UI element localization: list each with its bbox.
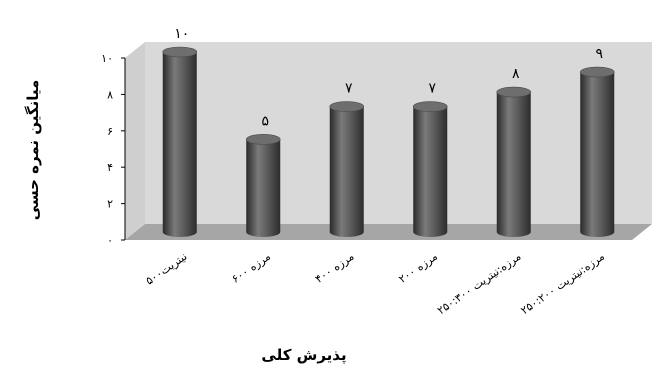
bar-top <box>579 66 615 78</box>
y-axis-title: میانگین نمره حسی <box>24 80 42 221</box>
data-label: ۵ <box>261 113 269 129</box>
category-label: مرزه ۴۰۰ <box>313 250 357 286</box>
bar-body <box>162 52 197 237</box>
y-ticks: ۰ ۲ ۴ ۶ ۸ ۱۰ <box>101 52 125 247</box>
category-label: مرزه ۲۰۰ <box>396 250 440 286</box>
data-label: ۷ <box>345 81 353 97</box>
y-tick-label: ۸ <box>107 88 113 101</box>
bar-body <box>413 106 448 237</box>
data-label: ۱۰ <box>174 26 189 42</box>
bar-top <box>412 101 448 112</box>
chart-floor <box>125 224 652 240</box>
category-labels: نیتریت۵۰۰ مرزه ۶۰۰ مرزه ۴۰۰ مرزه ۲۰۰مرزه:نی… <box>143 250 607 318</box>
category-label: مرزه:نیتریت ۲۵۰:۲۰۰ <box>518 250 607 318</box>
bar-top <box>496 86 532 98</box>
bar-top <box>329 101 365 112</box>
category-label: مرزه ۶۰۰ <box>229 250 273 286</box>
y-tick-label: ۶ <box>107 125 113 138</box>
data-label: ۷ <box>428 81 436 97</box>
bar-top <box>245 134 281 145</box>
bar-body <box>580 72 615 238</box>
category-label: مرزه:نیتریت ۲۵۰:۳۰۰ <box>435 250 524 318</box>
bar-body <box>246 139 281 237</box>
bar <box>579 66 615 238</box>
y-tick-label: ۰ <box>107 234 113 247</box>
data-label: ۸ <box>512 66 520 82</box>
y-tick-label: ۱۰ <box>101 52 113 65</box>
bar <box>162 46 198 237</box>
bar-body <box>496 92 531 237</box>
bar-body <box>329 106 364 237</box>
chart-side-wall <box>125 42 145 240</box>
bar <box>496 86 532 237</box>
category-label: نیتریت۵۰۰ <box>143 250 189 288</box>
data-label: ۹ <box>595 46 603 62</box>
x-axis-title: پذیرش کلی <box>261 346 346 365</box>
bar-top <box>162 46 198 58</box>
chart-back-wall <box>145 42 652 224</box>
y-tick-label: ۲ <box>107 198 113 211</box>
y-tick-label: ۴ <box>107 161 113 174</box>
bar <box>245 134 281 237</box>
bar <box>329 101 365 237</box>
bar <box>412 101 448 237</box>
data-labels: ۱۰ ۵ ۷ ۷ ۸ ۹ <box>174 26 603 129</box>
bars <box>162 46 615 238</box>
